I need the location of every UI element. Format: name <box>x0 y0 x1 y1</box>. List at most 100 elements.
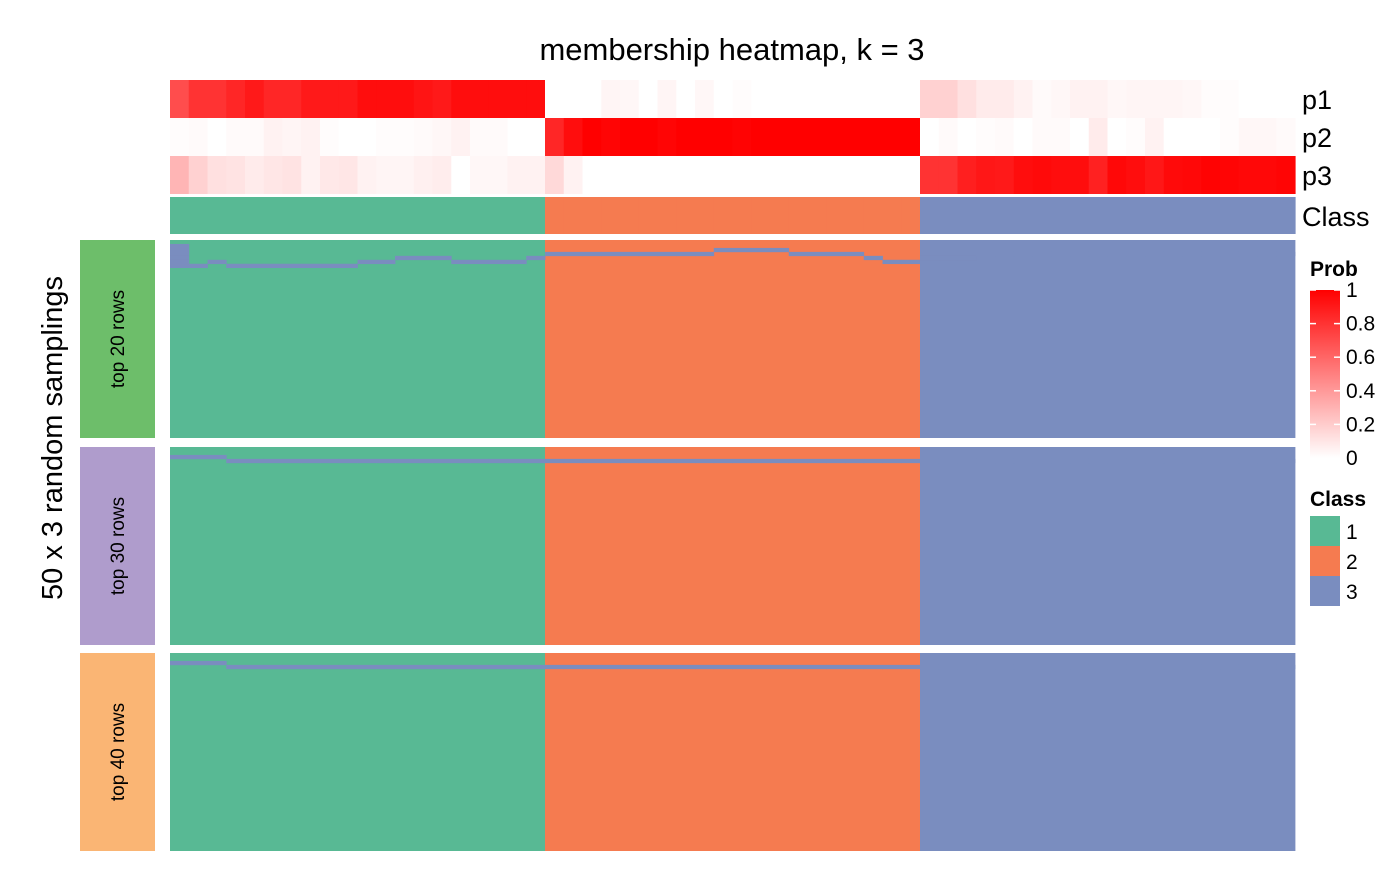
p3-cell <box>563 156 584 194</box>
p3-cell <box>338 156 359 194</box>
heatmap-cell <box>1107 251 1127 257</box>
p2-cell <box>788 118 809 156</box>
heatmap-cell <box>957 458 977 464</box>
heatmap-cell <box>638 458 658 464</box>
class-legend-label: 1 <box>1346 521 1358 544</box>
class-cell <box>920 197 940 234</box>
heatmap-cell <box>376 458 396 464</box>
class-cell <box>376 197 396 234</box>
p1-cell <box>826 80 846 118</box>
heatmap-cell <box>1107 458 1127 464</box>
p1-cell <box>1220 80 1240 118</box>
heatmap-cell <box>545 664 565 670</box>
class-cell <box>770 197 790 234</box>
p3-cell <box>920 156 940 194</box>
prob-legend-title: Prob <box>1310 258 1358 281</box>
heatmap-cell <box>395 458 415 464</box>
p2-cell <box>263 118 284 156</box>
heatmap-cell <box>301 458 321 464</box>
heatmap-cell <box>788 251 808 257</box>
heatmap-cell <box>1220 458 1240 464</box>
p2-cell <box>620 118 640 156</box>
heatmap-cell <box>470 664 490 670</box>
class-cell <box>676 197 696 234</box>
heatmap-cell <box>732 664 752 670</box>
class-legend-title: Class <box>1310 488 1366 511</box>
heatmap-cell <box>395 255 415 261</box>
row-group-label: top 40 rows <box>108 703 129 801</box>
heatmap-cell <box>807 664 827 670</box>
heatmap-cell <box>1126 664 1146 670</box>
p1-cell <box>1163 80 1184 118</box>
class-legend-swatch <box>1310 516 1340 546</box>
heatmap-cell <box>263 263 283 269</box>
p3-cell <box>207 156 227 194</box>
p2-cell <box>545 118 565 156</box>
p2-cell <box>845 118 865 156</box>
p2-cell <box>413 118 434 156</box>
class-legend-label: 3 <box>1346 581 1358 604</box>
heatmap-cell <box>995 664 1015 670</box>
heatmap-cell <box>357 664 377 670</box>
p3-cell <box>713 156 734 194</box>
class-cell <box>1145 197 1165 234</box>
heatmap-body <box>170 240 1296 851</box>
heatmap-cell <box>863 458 883 464</box>
heatmap-cell <box>1051 664 1071 670</box>
class-cell <box>357 197 377 234</box>
heatmap-cell <box>170 259 190 265</box>
p1-cell <box>1032 80 1052 118</box>
heatmap-cell <box>957 664 977 670</box>
heatmap-cell <box>1032 458 1052 464</box>
heatmap-cell <box>1070 664 1090 670</box>
heatmap-cell <box>263 664 283 670</box>
p2-cell <box>863 118 884 156</box>
p2-cell <box>582 118 602 156</box>
heatmap-cell <box>413 664 433 670</box>
class-cell <box>807 197 827 234</box>
p3-cell <box>1070 156 1090 194</box>
class-label: Class <box>1302 202 1370 232</box>
heatmap-cell <box>1276 664 1296 670</box>
class-cell <box>601 197 621 234</box>
p1-cell <box>320 80 340 118</box>
heatmap-cell <box>226 664 246 670</box>
p3-cell <box>845 156 865 194</box>
heatmap-cell <box>226 263 246 269</box>
row-group-bar <box>80 653 155 851</box>
heatmap-cell <box>1257 458 1277 464</box>
row-group-bars: top 20 rows top 30 rows top 40 rows <box>80 240 155 851</box>
heatmap-block <box>170 240 546 438</box>
p3-cell <box>263 156 284 194</box>
p1-cell <box>1238 80 1259 118</box>
p1-cell <box>638 80 659 118</box>
p2-cell <box>245 118 265 156</box>
heatmap-cell <box>751 458 771 464</box>
class-cell <box>1238 197 1259 234</box>
chart-title: membership heatmap, k = 3 <box>539 32 924 67</box>
heatmap-block <box>545 447 921 645</box>
prob-tick-label: 0.4 <box>1346 380 1376 403</box>
p1-cell <box>226 80 246 118</box>
p1-cell <box>413 80 434 118</box>
heatmap-cell <box>170 255 190 261</box>
p1-cell <box>770 80 790 118</box>
heatmap-cell <box>1201 664 1221 670</box>
p1-cell <box>582 80 602 118</box>
prob-tick-label: 0.6 <box>1346 346 1375 369</box>
p2-cell <box>957 118 977 156</box>
heatmap-cell <box>845 251 865 257</box>
p1-cell <box>301 80 321 118</box>
class-cell <box>713 197 734 234</box>
class-cell <box>1013 197 1034 234</box>
heatmap-cell <box>488 664 508 670</box>
heatmap-cell <box>938 255 958 261</box>
heatmap-cell <box>770 664 790 670</box>
p2-cell <box>807 118 827 156</box>
class-cell <box>1163 197 1184 234</box>
heatmap-cell <box>620 251 640 257</box>
heatmap-block <box>170 653 546 851</box>
p1-cell <box>507 80 527 118</box>
p2-cell <box>1032 118 1052 156</box>
